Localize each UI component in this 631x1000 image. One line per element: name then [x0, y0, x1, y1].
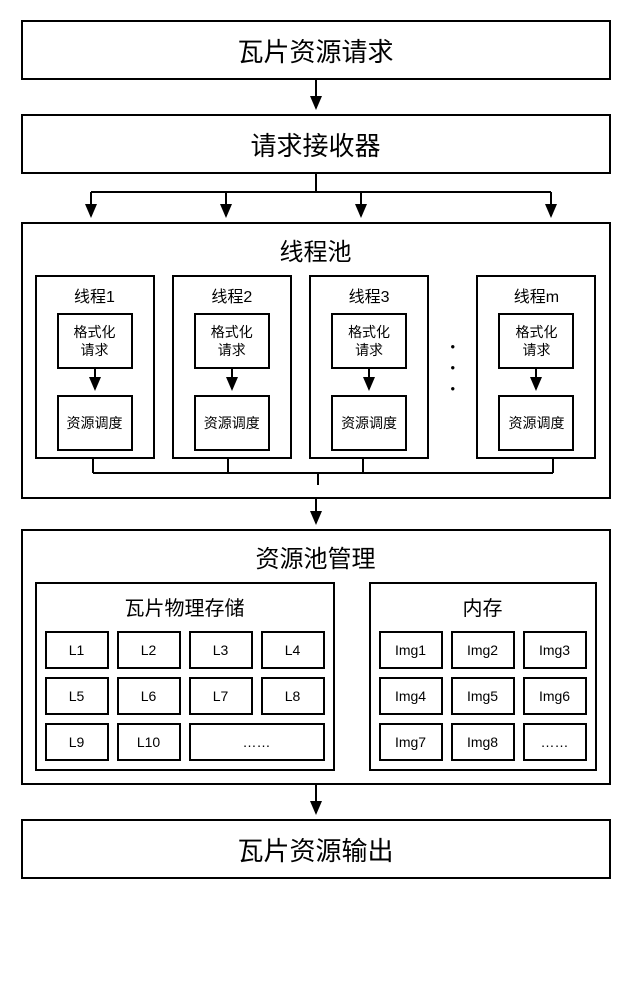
thread-m-arrow — [526, 369, 546, 395]
storage-cell: …… — [189, 723, 325, 761]
thread-2-step2: 资源调度 — [194, 395, 270, 451]
thread-2-title: 线程2 — [211, 283, 252, 307]
memory-grid: Img1 Img2 Img3 Img4 Img5 Img6 Img7 Img8 … — [379, 631, 587, 761]
storage-cell: L2 — [117, 631, 181, 669]
arrow-to-output — [21, 785, 611, 819]
thread-1-title: 线程1 — [74, 283, 115, 307]
arrow-1 — [21, 80, 611, 114]
resource-pool-container: 资源池管理 瓦片物理存储 L1 L2 L3 L4 L5 L6 L7 L8 L9 … — [21, 529, 611, 785]
arrow-to-pool — [21, 499, 611, 529]
memory-cell: Img1 — [379, 631, 443, 669]
request-receiver-box: 请求接收器 — [21, 114, 611, 174]
storage-box: 瓦片物理存储 L1 L2 L3 L4 L5 L6 L7 L8 L9 L10 …… — [35, 582, 335, 771]
thread-2-step1: 格式化 请求 — [194, 313, 270, 369]
thread-3-step2: 资源调度 — [331, 395, 407, 451]
memory-cell: Img4 — [379, 677, 443, 715]
memory-cell: Img8 — [451, 723, 515, 761]
tile-request-label: 瓦片资源请求 — [237, 32, 393, 69]
thread-m-step1: 格式化 请求 — [498, 313, 574, 369]
memory-cell: Img6 — [523, 677, 587, 715]
memory-cell: Img2 — [451, 631, 515, 669]
thread-row: 线程1 格式化 请求 资源调度 线程2 格式化 请求 资源调度 线程3 格式化 … — [35, 275, 597, 459]
thread-m-step2: 资源调度 — [498, 395, 574, 451]
thread-m: 线程m 格式化 请求 资源调度 — [476, 275, 596, 459]
thread-1-step1: 格式化 请求 — [57, 313, 133, 369]
memory-title: 内存 — [379, 592, 587, 621]
storage-cell: L1 — [45, 631, 109, 669]
memory-cell: Img5 — [451, 677, 515, 715]
thread-3-step1: 格式化 请求 — [331, 313, 407, 369]
thread-pool-title: 线程池 — [35, 232, 597, 267]
thread-3: 线程3 格式化 请求 资源调度 — [309, 275, 429, 459]
thread-1: 线程1 格式化 请求 资源调度 — [35, 275, 155, 459]
storage-cell: L4 — [261, 631, 325, 669]
storage-cell: L7 — [189, 677, 253, 715]
memory-box: 内存 Img1 Img2 Img3 Img4 Img5 Img6 Img7 Im… — [369, 582, 597, 771]
fanout-arrows — [21, 174, 611, 222]
thread-3-arrow — [359, 369, 379, 395]
thread-1-arrow — [85, 369, 105, 395]
pool-row: 瓦片物理存储 L1 L2 L3 L4 L5 L6 L7 L8 L9 L10 ……… — [35, 582, 597, 771]
storage-cell: L6 — [117, 677, 181, 715]
tile-request-box: 瓦片资源请求 — [21, 20, 611, 80]
thread-3-title: 线程3 — [349, 283, 390, 307]
memory-cell: Img7 — [379, 723, 443, 761]
storage-title: 瓦片物理存储 — [45, 592, 325, 621]
resource-pool-title: 资源池管理 — [35, 539, 597, 574]
storage-cell: L8 — [261, 677, 325, 715]
tile-output-label: 瓦片资源输出 — [237, 831, 393, 868]
memory-cell: Img3 — [523, 631, 587, 669]
tile-output-box: 瓦片资源输出 — [21, 819, 611, 879]
memory-cell: …… — [523, 723, 587, 761]
storage-cell: L9 — [45, 723, 109, 761]
thread-2: 线程2 格式化 请求 资源调度 — [172, 275, 292, 459]
thread-2-arrow — [222, 369, 242, 395]
thread-1-step2: 资源调度 — [57, 395, 133, 451]
storage-cell: L10 — [117, 723, 181, 761]
thread-pool-container: 线程池 线程1 格式化 请求 资源调度 线程2 格式化 请求 资源调度 线程3 … — [21, 222, 611, 499]
thread-ellipsis: ●●● — [446, 342, 459, 393]
request-receiver-label: 请求接收器 — [250, 126, 380, 163]
storage-cell: L3 — [189, 631, 253, 669]
fanin-lines — [35, 459, 601, 485]
thread-m-title: 线程m — [514, 283, 559, 307]
storage-grid: L1 L2 L3 L4 L5 L6 L7 L8 L9 L10 …… — [45, 631, 325, 761]
storage-cell: L5 — [45, 677, 109, 715]
